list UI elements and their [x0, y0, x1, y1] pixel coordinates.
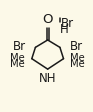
Text: Me: Me: [70, 52, 85, 62]
Text: H: H: [60, 23, 68, 36]
Text: Br: Br: [13, 40, 26, 53]
Text: O: O: [42, 13, 53, 26]
Text: Me: Me: [10, 52, 25, 62]
Text: Br: Br: [70, 40, 83, 53]
Text: Br: Br: [61, 17, 74, 30]
Text: NH: NH: [39, 71, 56, 84]
Text: Me: Me: [10, 58, 25, 68]
Text: Me: Me: [70, 58, 85, 68]
